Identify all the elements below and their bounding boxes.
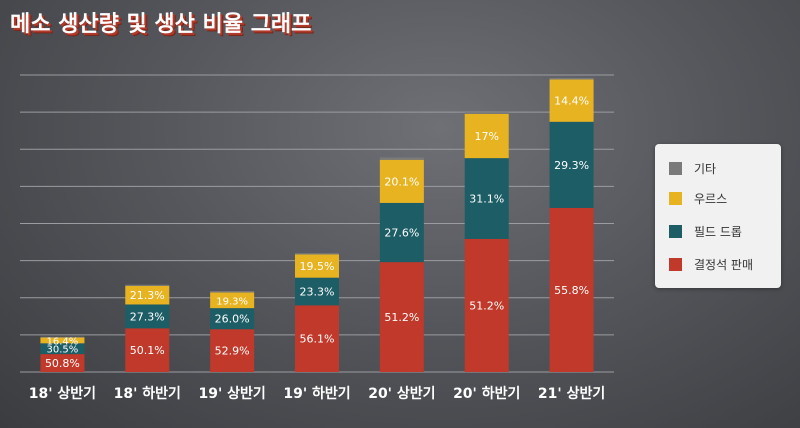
bar-segment-urs: [549, 79, 594, 122]
legend-swatch-sales: [669, 257, 682, 271]
data-label-sales: 56.1%: [300, 333, 335, 346]
x-tick-label: 20' 하반기: [453, 385, 520, 402]
legend-item-sales: 결정석 판매: [669, 254, 753, 274]
bar-segment-other: [40, 336, 85, 338]
legend-item-other: 기타: [669, 158, 716, 178]
bar-segment-urs: [464, 113, 509, 159]
x-tick-label: 19' 하반기: [283, 385, 350, 402]
bar-segment-drum: [295, 277, 339, 306]
data-label-urs: 14.4%: [554, 95, 589, 108]
data-label-sales: 51.2%: [384, 311, 419, 324]
x-tick-label: 18' 하반기: [114, 385, 181, 402]
data-label-sales: 50.8%: [45, 357, 80, 370]
legend: 기타 우르스 필드 드롭 결정석 판매: [655, 144, 781, 288]
bar-segment-drum: [40, 343, 85, 355]
bar-segment-sales: [379, 262, 424, 372]
bar-segment-drum: [210, 308, 255, 330]
bar-segment-drum: [125, 304, 170, 329]
bar-segment-other: [549, 77, 594, 80]
data-label-sales: 51.2%: [469, 299, 504, 312]
data-label-urs: 19.5%: [300, 260, 335, 273]
bar-segment-urs: [379, 159, 424, 203]
bar-segment-urs: [125, 285, 170, 305]
x-tick-label: 18' 상반기: [29, 385, 96, 402]
bar-segment-sales: [464, 238, 509, 372]
data-label-drum: 26.0%: [215, 313, 250, 326]
bar-group: [40, 77, 594, 372]
x-axis-tick-labels: 18' 상반기 18' 하반기 19' 상반기 19' 하반기 20' 상반기 20' 하…: [29, 385, 605, 402]
data-label-urs: 16.4%: [47, 336, 79, 347]
data-label-drum: 31.1%: [469, 193, 504, 206]
legend-label-urs: 우르스: [694, 191, 728, 206]
bar-segment-urs: [40, 337, 85, 344]
data-label-urs: 19.3%: [216, 296, 248, 307]
data-label-sales: 55.8%: [554, 284, 589, 297]
bar-segment-other: [125, 284, 170, 286]
bar-segment-other: [210, 291, 255, 293]
legend-item-urs: 우르스: [669, 188, 727, 208]
data-labels: 50.8%30.5%16.4% 50.1% 27.3% 21.3% 52.9% 26.0%…: [45, 95, 589, 370]
legend-swatch-other: [669, 161, 682, 175]
bar-segment-sales: [40, 354, 85, 372]
data-label-drum: 30.5%: [47, 345, 79, 356]
legend-label-sales: 결정석 판매: [694, 257, 754, 272]
legend-swatch-drum: [669, 224, 682, 238]
data-label-sales: 50.1%: [130, 344, 165, 357]
data-label-urs: 17%: [474, 130, 498, 143]
bar-segment-urs: [295, 254, 339, 278]
bar-segment-sales: [295, 305, 339, 372]
data-label-urs: 21.3%: [130, 289, 165, 302]
bar-segment-other: [295, 253, 339, 255]
bar-segment-drum: [379, 202, 424, 263]
bar-segment-sales: [210, 329, 255, 372]
x-tick-label: 20' 상반기: [368, 385, 435, 402]
legend-label-other: 기타: [694, 161, 717, 176]
data-label-drum: 29.3%: [554, 159, 589, 172]
bar-segment-sales: [549, 207, 594, 372]
chart-title: 메소 생산량 및 생산 비율 그래프: [10, 12, 312, 37]
bar-segment-urs: [210, 292, 255, 309]
x-tick-label: 19' 상반기: [198, 385, 265, 402]
data-label-sales: 52.9%: [215, 345, 250, 358]
legend-item-drum: 필드 드롭: [669, 221, 742, 241]
data-label-drum: 23.3%: [300, 286, 335, 299]
x-tick-label: 21' 상반기: [538, 385, 605, 402]
bar-segment-other: [464, 112, 509, 114]
data-label-urs: 20.1%: [384, 175, 419, 188]
bar-segment-drum: [549, 121, 594, 208]
bar-segment-drum: [464, 158, 509, 239]
data-label-drum: 27.6%: [384, 227, 419, 240]
data-label-drum: 27.3%: [130, 310, 165, 323]
bar-segment-sales: [125, 328, 170, 372]
bar-segment-other: [379, 157, 424, 160]
legend-label-drum: 필드 드롭: [694, 224, 742, 239]
legend-swatch-urs: [669, 191, 682, 205]
